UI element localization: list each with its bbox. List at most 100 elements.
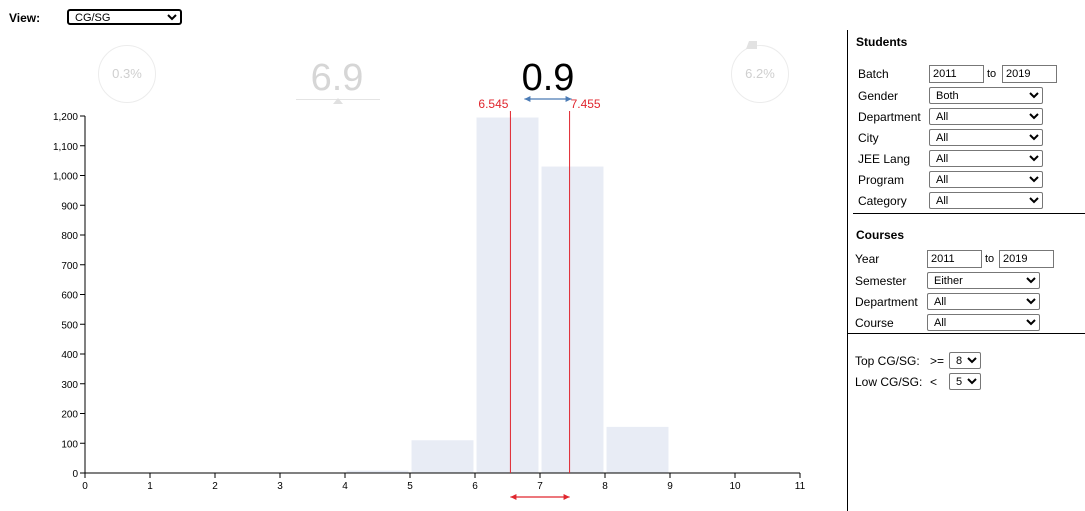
low-threshold-select[interactable]: 5 bbox=[949, 373, 981, 390]
filter-label: JEE Lang bbox=[858, 152, 911, 166]
right-percent-value: 6.2% bbox=[745, 66, 775, 81]
marker-label: 7.455 bbox=[571, 97, 601, 111]
top-range-arrow-icon-left-head bbox=[524, 96, 531, 102]
filter-label: City bbox=[858, 131, 879, 145]
top-range-arrow-icon bbox=[524, 96, 572, 102]
y-tick-label: 0 bbox=[72, 469, 78, 480]
right-circle-cap-icon bbox=[746, 41, 757, 49]
courses-title: Courses bbox=[856, 228, 905, 242]
batch-to-label: to bbox=[987, 68, 997, 80]
top-threshold-operator: >= bbox=[930, 354, 945, 368]
year-label: Year bbox=[855, 252, 880, 266]
top-threshold-row: Top CG/SG: >= 8 bbox=[848, 352, 1085, 370]
students-filter-row: City All bbox=[848, 129, 1085, 147]
bottom-range-arrow-icon-right-head bbox=[563, 494, 570, 500]
batch-from-input[interactable] bbox=[929, 65, 984, 83]
filter-select[interactable]: Both bbox=[929, 87, 1043, 104]
x-tick-label: 10 bbox=[729, 481, 741, 492]
y-tick-label: 300 bbox=[61, 380, 78, 391]
y-tick-label: 600 bbox=[61, 291, 78, 302]
histogram-bar bbox=[346, 470, 409, 473]
filter-select[interactable]: All bbox=[929, 171, 1043, 188]
x-tick-label: 6 bbox=[472, 481, 478, 492]
y-tick-label: 900 bbox=[61, 201, 78, 212]
filter-select[interactable]: All bbox=[927, 293, 1040, 310]
left-percent-circle: 0.3% bbox=[98, 45, 156, 103]
chart-area: 0.3% 6.9 0.9 6.2% 0 100 200 300 400 500 600 700… bbox=[0, 30, 845, 511]
x-tick-label: 2 bbox=[212, 481, 218, 492]
histogram-chart: 01002003004005006007008009001,0001,1001,… bbox=[53, 96, 806, 500]
students-filter-row: Program All bbox=[848, 171, 1085, 189]
filter-label: Category bbox=[858, 194, 907, 208]
y-tick-label: 1,000 bbox=[53, 172, 78, 183]
top-threshold-label: Top CG/SG: bbox=[855, 354, 920, 368]
students-filter-row: Category All bbox=[848, 192, 1085, 210]
x-tick-label: 1 bbox=[147, 481, 153, 492]
histogram-bar bbox=[411, 440, 474, 473]
y-tick-label: 800 bbox=[61, 231, 78, 242]
year-to-input[interactable] bbox=[999, 250, 1054, 268]
filter-select[interactable]: All bbox=[929, 192, 1043, 209]
view-label: View: bbox=[9, 11, 41, 25]
courses-filter-row: Semester Either bbox=[848, 272, 1085, 290]
faded-mean-value: 6.9 bbox=[310, 57, 364, 99]
low-threshold-row: Low CG/SG: < 5 bbox=[848, 373, 1085, 391]
year-row: Year to bbox=[848, 250, 1085, 268]
marker-label: 6.545 bbox=[478, 97, 508, 111]
x-tick-label: 4 bbox=[342, 481, 348, 492]
x-tick-label: 7 bbox=[537, 481, 543, 492]
x-tick-label: 9 bbox=[667, 481, 673, 492]
filters-sidebar: Students Batch to Gender Both Department Al… bbox=[847, 30, 1085, 511]
y-tick-label: 1,200 bbox=[53, 112, 78, 123]
y-tick-label: 400 bbox=[61, 350, 78, 361]
filter-select[interactable]: All bbox=[927, 314, 1040, 331]
bottom-range-arrow-icon-left-head bbox=[510, 494, 517, 500]
filter-select[interactable]: All bbox=[929, 129, 1043, 146]
filter-select[interactable]: Either bbox=[927, 272, 1040, 289]
y-tick-label: 500 bbox=[61, 320, 78, 331]
faded-caret-icon bbox=[333, 98, 343, 104]
y-tick-label: 1,100 bbox=[53, 142, 78, 153]
filter-label: Department bbox=[858, 110, 921, 124]
y-tick-label: 200 bbox=[61, 410, 78, 421]
filter-label: Department bbox=[855, 295, 918, 309]
histogram-bar bbox=[541, 166, 604, 473]
year-to-label: to bbox=[985, 253, 995, 265]
year-from-input[interactable] bbox=[927, 250, 982, 268]
filter-label: Semester bbox=[855, 274, 907, 288]
x-tick-label: 11 bbox=[795, 481, 806, 492]
courses-filter-row: Course All bbox=[848, 314, 1085, 332]
left-percent-value: 0.3% bbox=[112, 66, 142, 81]
students-divider bbox=[853, 213, 1085, 214]
x-tick-label: 5 bbox=[407, 481, 413, 492]
courses-divider bbox=[848, 333, 1085, 334]
right-percent-circle: 6.2% bbox=[731, 45, 789, 103]
students-filter-row: JEE Lang All bbox=[848, 150, 1085, 168]
courses-filter-row: Department All bbox=[848, 293, 1085, 311]
filter-label: Gender bbox=[858, 89, 899, 103]
low-threshold-operator: < bbox=[930, 375, 938, 389]
y-tick-label: 100 bbox=[61, 439, 78, 450]
filter-label: Program bbox=[858, 173, 905, 187]
students-filter-row: Department All bbox=[848, 108, 1085, 126]
filter-select[interactable]: All bbox=[929, 108, 1043, 125]
x-tick-label: 0 bbox=[82, 481, 88, 492]
top-threshold-select[interactable]: 8 bbox=[949, 352, 981, 369]
students-title: Students bbox=[856, 35, 908, 49]
filter-select[interactable]: All bbox=[929, 150, 1043, 167]
x-tick-label: 3 bbox=[277, 481, 283, 492]
histogram-bar bbox=[606, 426, 669, 473]
batch-row: Batch to bbox=[848, 65, 1085, 83]
x-tick-label: 8 bbox=[602, 481, 608, 492]
students-filter-row: Gender Both bbox=[848, 87, 1085, 105]
low-threshold-label: Low CG/SG: bbox=[855, 375, 923, 389]
top-range-arrow-icon-right-head bbox=[565, 96, 572, 102]
view-select[interactable]: CG/SG bbox=[67, 9, 182, 25]
y-tick-label: 700 bbox=[61, 261, 78, 272]
batch-to-input[interactable] bbox=[1002, 65, 1057, 83]
main-spread-value: 0.9 bbox=[521, 57, 575, 99]
batch-label: Batch bbox=[858, 67, 889, 81]
histogram-bar bbox=[476, 117, 539, 474]
bottom-range-arrow-icon bbox=[510, 494, 570, 500]
filter-label: Course bbox=[855, 316, 894, 330]
